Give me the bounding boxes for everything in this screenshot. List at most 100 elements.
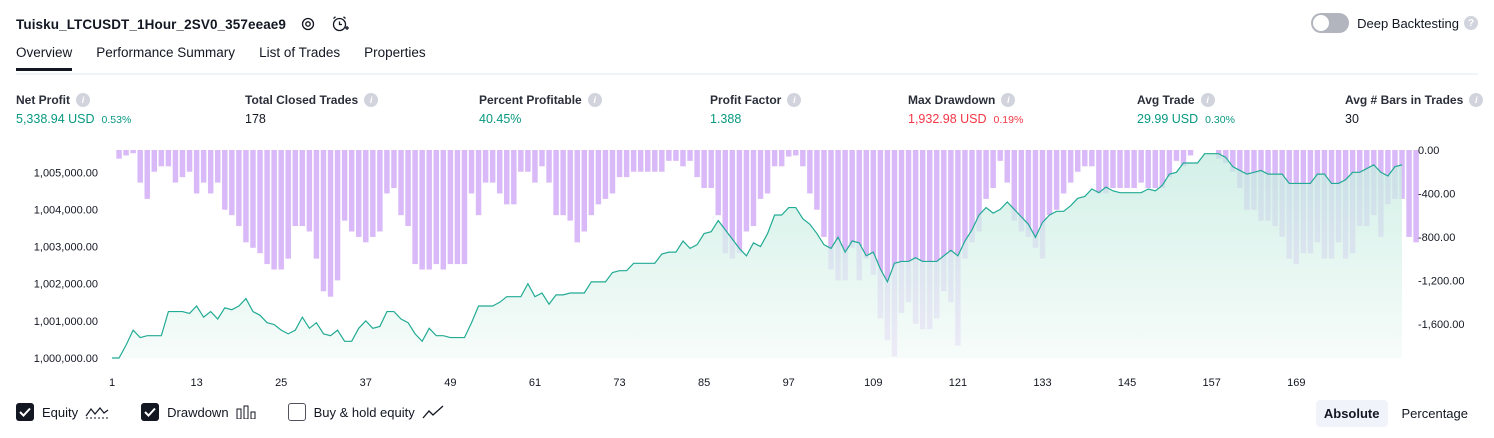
drawdown-bar [341, 150, 348, 221]
buy-hold-checkbox[interactable] [287, 403, 306, 421]
x-tick-label: 1 [109, 377, 115, 389]
deep-backtesting-toggle[interactable] [1311, 13, 1350, 33]
tab-performance-summary[interactable]: Performance Summary [96, 45, 236, 60]
drawdown-bar [426, 150, 432, 270]
legend-equity[interactable]: Equity [16, 403, 109, 421]
metric-avg-trade: Avg Trade i 29.99 USD 0.30% [1137, 93, 1235, 126]
drawdown-bar [186, 150, 193, 172]
drawdown-bar [384, 150, 390, 194]
tab-properties[interactable]: Properties [364, 45, 426, 60]
drawdown-bar [348, 150, 355, 232]
drawdown-bar [1173, 150, 1180, 161]
drawdown-bar [1138, 150, 1144, 183]
drawdown-bar [158, 150, 165, 167]
drawdown-bar [1131, 150, 1137, 189]
drawdown-bar [715, 150, 721, 216]
alarm-clock-plus-icon[interactable] [330, 14, 350, 34]
drawdown-bar [581, 150, 588, 232]
x-tick-label: 25 [275, 377, 287, 389]
tab-overview[interactable]: Overview [16, 45, 73, 71]
tab-list-of-trades[interactable]: List of Trades [259, 45, 341, 60]
drawdown-bar [962, 150, 968, 259]
info-icon[interactable]: i [787, 93, 802, 107]
drawdown-bar [461, 150, 468, 265]
drawdown-bar [976, 150, 982, 232]
y-axis-right: 0.00 -400.00 -800.00 -1,200.00 -1,600.00 [1418, 145, 1464, 331]
y-left-tick-label: 1,002,000.00 [34, 279, 98, 291]
info-icon[interactable]: i [1001, 93, 1016, 107]
drawdown-checkbox[interactable] [141, 403, 160, 421]
drawdown-bar [743, 150, 750, 232]
drawdown-bar [687, 150, 693, 161]
drawdown-bar [454, 150, 461, 265]
info-icon[interactable]: i [587, 93, 602, 107]
drawdown-bar [609, 150, 616, 194]
drawdown-bar [222, 150, 228, 210]
drawdown-bar [659, 150, 665, 172]
y-left-tick-label: 1,004,000.00 [34, 204, 98, 216]
info-icon[interactable]: i [1200, 93, 1215, 107]
metric-value: 40.45% [479, 112, 522, 126]
percentage-button[interactable]: Percentage [1401, 406, 1469, 421]
metric-label: Percent Profitable [479, 93, 582, 107]
drawdown-bar [1046, 150, 1053, 216]
drawdown-bar [518, 150, 524, 172]
help-icon[interactable]: ? [1464, 16, 1478, 30]
legend-buy-hold[interactable]: Buy & hold equity [287, 403, 444, 421]
drawdown-bar [236, 150, 242, 227]
drawdown-bar [821, 150, 827, 237]
equity-drawdown-chart[interactable]: 1,000,000.00 1,001,000.00 1,002,000.00 1,00… [0, 140, 1494, 395]
gear-icon[interactable] [298, 14, 318, 34]
drawdown-bar [1053, 150, 1060, 210]
drawdown-bar [1067, 150, 1074, 183]
chart-legend: Equity Drawdown Buy & hold equity [16, 403, 476, 421]
drawdown-bar [673, 150, 679, 161]
equity-checkbox[interactable] [16, 403, 34, 421]
drawdown-bar [405, 150, 411, 227]
metric-value: 30 [1345, 112, 1359, 126]
drawdown-bar [151, 150, 158, 172]
drawdown-bar [1025, 150, 1032, 237]
drawdown-bar [1018, 150, 1025, 232]
metric-value: 178 [245, 112, 266, 126]
info-icon[interactable]: i [364, 93, 379, 107]
bar-chart-icon [236, 405, 256, 419]
drawdown-bar [1117, 150, 1123, 189]
info-icon[interactable]: i [76, 93, 90, 107]
drawdown-bar [645, 150, 651, 172]
drawdown-bar [849, 150, 855, 248]
drawdown-bar [560, 150, 566, 216]
drawdown-bar [955, 150, 961, 346]
drawdown-bar [666, 150, 672, 161]
equity-line [112, 153, 1403, 359]
equity-line-icon [85, 405, 109, 419]
y-right-tick-label: -1,600.00 [1418, 319, 1464, 331]
drawdown-bar [193, 150, 200, 194]
absolute-button[interactable]: Absolute [1315, 400, 1388, 427]
drawdown-bar [729, 150, 736, 259]
x-tick-label: 97 [783, 377, 795, 389]
drawdown-bar [567, 150, 573, 221]
info-icon[interactable]: i [1469, 93, 1484, 107]
drawdown-bar [1011, 150, 1018, 221]
drawdown-bar [433, 150, 439, 265]
drawdown-bar [334, 150, 341, 281]
drawdown-bar [856, 150, 862, 281]
metric-percent-profitable: Percent Profitable i 40.45% [479, 93, 602, 126]
metric-percent: 0.19% [993, 114, 1024, 126]
display-mode-toggle: Absolute Percentage [1310, 400, 1476, 427]
drawdown-bar [229, 150, 235, 216]
drawdown-bar [1096, 150, 1102, 194]
equity-area [112, 153, 1402, 358]
metric-label: Net Profit [16, 93, 70, 107]
drawdown-bar [680, 150, 686, 167]
drawdown-bar [553, 150, 559, 216]
metric-label: Profit Factor [710, 93, 782, 107]
drawdown-bar [475, 150, 482, 216]
metric-label: Total Closed Trades [245, 93, 359, 107]
drawdown-bar [652, 150, 658, 172]
legend-drawdown[interactable]: Drawdown [141, 403, 256, 421]
legend-label: Drawdown [167, 404, 229, 420]
tab-bar: Overview Performance Summary List of Tra… [16, 45, 450, 71]
drawdown-bar [172, 150, 179, 183]
